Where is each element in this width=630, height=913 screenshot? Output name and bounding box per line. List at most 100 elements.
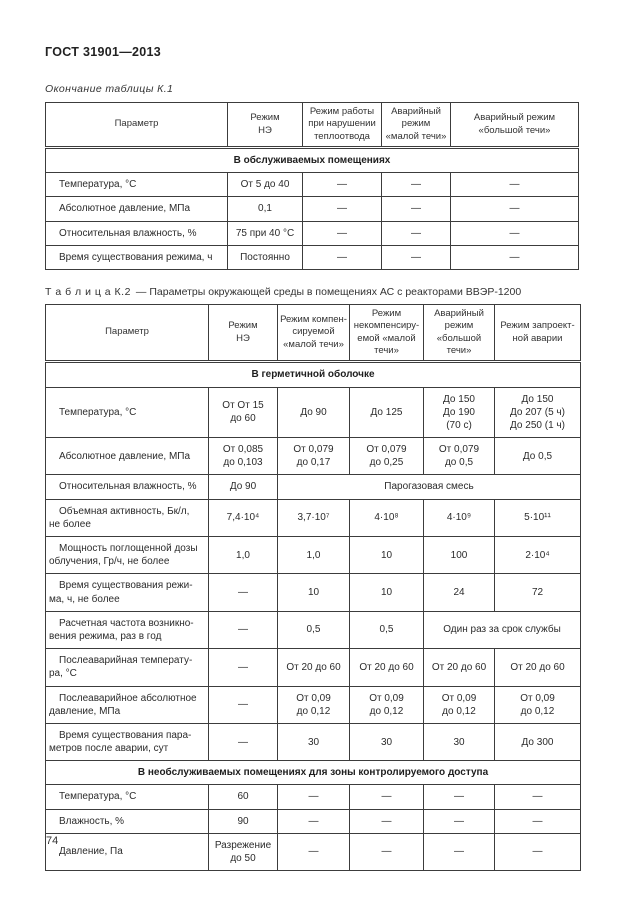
table-row: Температура, °С От 5 до 40— — — (45, 172, 579, 198)
table-row: Время существования режи- ма, ч, не боле… (45, 573, 581, 612)
value-cell: — (494, 808, 581, 834)
value-cell: 60 (208, 784, 278, 810)
column-header: Режим некомпенсиру- емой «малой течи» (349, 303, 424, 364)
value-cell: — (494, 832, 581, 872)
parameter-cell: Давление, Па (45, 832, 209, 872)
section-header: В необслуживаемых помещениях для зоны ко… (45, 760, 581, 786)
value-cell: — (494, 784, 581, 810)
value-cell: От 0,09 до 0,12 (494, 685, 581, 724)
value-cell: 72 (494, 573, 581, 612)
value-cell: 2·10⁴ (494, 536, 581, 575)
table-row: Абсолютное давление, МПа 0,1— — — (45, 196, 579, 222)
value-cell: — (381, 220, 451, 246)
value-cell: От 0,079 до 0,17 (277, 437, 350, 476)
doc-code: ГОСТ 31901—2013 (45, 45, 162, 59)
value-cell: — (423, 808, 495, 834)
page-number: 74 (46, 835, 59, 847)
value-cell: — (208, 722, 278, 762)
value-cell: Постоянно (227, 244, 303, 270)
column-header: Параметр (45, 101, 228, 150)
value-cell: 4·10⁹ (423, 498, 495, 538)
value-cell: До 125 (349, 386, 424, 439)
parameter-cell: Абсолютное давление, МПа (45, 437, 209, 476)
parameter-cell: Мощность поглощенной дозы облучения, Гр/… (45, 536, 209, 575)
value-cell: — (277, 808, 350, 834)
value-cell: От 20 до 60 (277, 648, 350, 687)
parameter-cell: Послеаварийная температу- ра, °С (45, 648, 209, 687)
section-header: В герметичной оболочке (45, 361, 581, 388)
table-row: Относительная влажность, % 75 при 40 °С — —… (45, 220, 579, 246)
table-row: Относительная влажность, % До 90 Парогазов… (45, 474, 581, 500)
value-cell: — (450, 196, 579, 222)
table-k2-caption-label: Т а б л и ц а К.2 (45, 285, 131, 298)
value-cell: 30 (423, 722, 495, 762)
value-cell: — (208, 573, 278, 612)
parameter-cell: Время существования режи- ма, ч, не боле… (45, 573, 209, 612)
value-cell: — (450, 244, 579, 270)
column-header: Режим запроект- ной аварии (494, 303, 581, 364)
value-cell: — (302, 172, 382, 198)
value-cell: — (208, 685, 278, 724)
column-header: Режим компен- сируемой «малой течи» (277, 303, 350, 364)
value-cell: — (423, 784, 495, 810)
value-cell: До 150 До 207 (5 ч) До 250 (1 ч) (494, 386, 581, 439)
value-cell: 7,4·10⁴ (208, 498, 278, 538)
value-cell: — (302, 196, 382, 222)
table-row: Время существования пара- метров после а… (45, 722, 581, 762)
parameter-cell: Относительная влажность, % (45, 220, 228, 246)
table-row: Мощность поглощенной дозы облучения, Гр/… (45, 536, 581, 575)
value-cell: — (349, 784, 424, 810)
parameter-cell: Время существования режима, ч (45, 244, 228, 270)
value-cell: 10 (277, 573, 350, 612)
parameter-cell: Абсолютное давление, МПа (45, 196, 228, 222)
parameter-cell: Послеаварийное абсолютное давление, МПа (45, 685, 209, 724)
value-cell: — (381, 244, 451, 270)
value-cell: — (349, 808, 424, 834)
parameter-cell: Влажность, % (45, 808, 209, 834)
column-header: Режим НЭ (227, 101, 303, 150)
parameter-cell: Расчетная частота возникно- вения режима… (45, 610, 209, 650)
value-cell: 0,5 (277, 610, 350, 650)
table-row: Расчетная частота возникно- вения режима… (45, 610, 581, 650)
value-cell: 75 при 40 °С (227, 220, 303, 246)
section-row: В обслуживаемых помещениях (45, 147, 579, 174)
column-header: Параметр (45, 303, 209, 364)
value-cell: 3,7·10⁷ (277, 498, 350, 538)
table-header-row: Параметр Режим НЭ Режим работы при нарушен… (45, 101, 579, 150)
value-cell: До 90 (277, 386, 350, 439)
value-cell: 1,0 (277, 536, 350, 575)
value-cell: От 0,085 до 0,103 (208, 437, 278, 476)
section-row: В необслуживаемых помещениях для зоны ко… (45, 760, 581, 786)
value-cell: Один раз за срок службы (423, 610, 581, 650)
value-cell: — (277, 784, 350, 810)
column-header: Аварийный режим «большой течи» (450, 101, 579, 150)
value-cell: 90 (208, 808, 278, 834)
column-header: Режим НЭ (208, 303, 278, 364)
parameter-cell: Объемная активность, Бк/л, не более (45, 498, 209, 538)
table-row: Влажность, % 90— — — — (45, 808, 581, 834)
value-cell: — (349, 832, 424, 872)
parameter-cell: Время существования пара- метров после а… (45, 722, 209, 762)
value-cell: — (302, 220, 382, 246)
value-cell: 0,1 (227, 196, 303, 222)
parameter-cell: Температура, °С (45, 172, 228, 198)
value-cell: — (277, 832, 350, 872)
table-k2-caption-text: — Параметры окружающей среды в помещения… (135, 285, 522, 298)
table-k2: Параметр Режим НЭ Режим компен- сируемой «… (45, 303, 581, 872)
table-k1-continuation-caption: Окончание таблицы К.1 (45, 83, 174, 95)
value-cell: Парогазовая смесь (277, 474, 581, 500)
table-header-row: Параметр Режим НЭ Режим компен- сируемой «… (45, 303, 581, 364)
value-cell: — (450, 220, 579, 246)
value-cell: 10 (349, 573, 424, 612)
table-row: Температура, °С 60— — — — (45, 784, 581, 810)
value-cell: От 20 до 60 (423, 648, 495, 687)
value-cell: 0,5 (349, 610, 424, 650)
value-cell: 10 (349, 536, 424, 575)
section-header: В обслуживаемых помещениях (45, 147, 579, 174)
table-row: Объемная активность, Бк/л, не более 7,4·1… (45, 498, 581, 538)
table-row: Давление, Па Разрежение до 50— — — — (45, 832, 581, 872)
table-row: Послеаварийное абсолютное давление, МПа —… (45, 685, 581, 724)
value-cell: — (381, 196, 451, 222)
value-cell: — (208, 648, 278, 687)
